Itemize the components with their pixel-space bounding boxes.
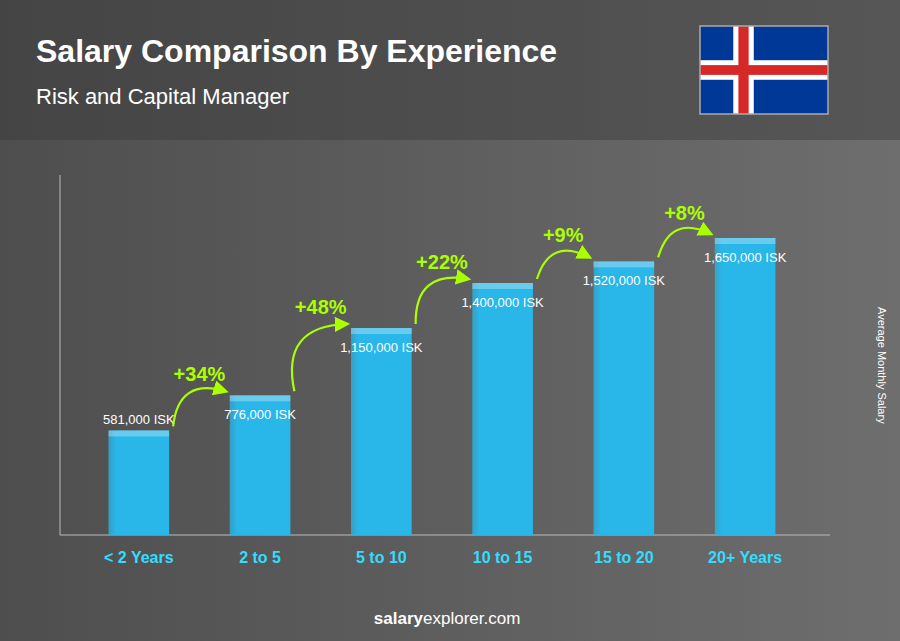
data-label: 581,000 ISK [103,412,175,427]
flag-part [700,26,828,114]
change-arrow [658,228,711,258]
bar [472,283,533,535]
chart: Salary Comparison By Experience Risk and … [0,0,900,641]
bar-highlight [715,238,776,244]
footer: salary [374,609,424,628]
change-arrow [292,324,347,391]
bar-highlight [472,283,533,289]
data-label: 1,400,000 ISK [461,295,544,310]
x-tick-label: 20+ Years [708,549,782,566]
change-arrow [537,251,590,279]
bar [715,238,776,535]
x-tick-label: < 2 Years [104,549,174,566]
annotation: +48% [295,296,347,318]
bar [109,430,170,535]
data-label: 776,000 ISK [224,407,296,422]
title-band [0,0,900,140]
x-tick-label: 5 to 10 [356,549,407,566]
annotation: +8% [664,202,705,224]
data-label: 1,150,000 ISK [340,340,423,355]
flag-part [700,65,828,75]
title: Salary Comparison By Experience [36,33,557,69]
data-label: 1,520,000 ISK [583,273,666,288]
y-axis-line [60,175,61,535]
bar [594,261,655,535]
x-tick-label: 15 to 20 [594,549,654,566]
bar [351,328,412,535]
x-axis-line [60,535,830,536]
x-tick-label: 10 to 15 [473,549,533,566]
bar-highlight [351,328,412,334]
annotation: +34% [174,363,226,385]
data-label: 1,650,000 ISK [704,250,787,265]
change-arrow [416,278,469,324]
annotation: +9% [543,224,584,246]
bar-highlight [594,261,655,267]
flag [700,26,828,114]
annotation: +22% [416,251,468,273]
footer: explorer.com [423,609,520,628]
subtitle: Risk and Capital Manager [36,84,289,109]
background [0,0,900,641]
bar-highlight [230,395,291,401]
bar-highlight [109,430,170,436]
flag-part [700,60,828,80]
y-axis-label: Average Monthly Salary [876,307,888,424]
flag-border [700,26,828,114]
change-arrow [173,388,226,426]
x-tick-label: 2 to 5 [239,549,281,566]
bars [109,238,776,535]
annotations: +34% +48% +22% +9% +8% [173,202,711,427]
